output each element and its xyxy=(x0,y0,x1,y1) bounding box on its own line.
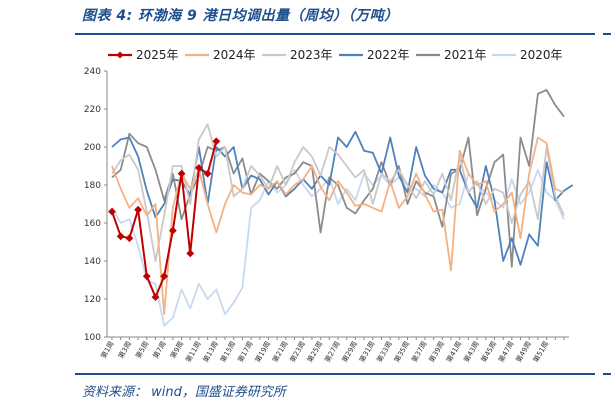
x-tick-label: 第47周 xyxy=(496,340,515,364)
data-point xyxy=(116,232,125,241)
legend-item: 2024年 xyxy=(185,48,256,62)
bottom-divider xyxy=(75,373,595,375)
legend-item: 2021年 xyxy=(416,48,487,62)
x-tick-label: 第37周 xyxy=(409,340,428,364)
x-tick-label: 第49周 xyxy=(514,340,533,364)
series-2025年 xyxy=(108,137,221,302)
bottom-divider-tick xyxy=(603,373,611,375)
legend-label: 2021年 xyxy=(444,48,487,62)
y-tick-label: 120 xyxy=(84,295,101,305)
x-tick-label: 第15周 xyxy=(218,340,237,364)
data-point xyxy=(160,272,169,281)
figure-title: 图表 4: 环渤海 9 港日均调出量（周均）（万吨） xyxy=(82,8,399,24)
series-line xyxy=(111,168,565,327)
data-point xyxy=(203,169,212,178)
legend-marker xyxy=(116,51,124,59)
x-tick-label: 第7周 xyxy=(151,340,168,360)
x-tick-label: 第27周 xyxy=(322,340,341,364)
x-tick-label: 第45周 xyxy=(479,340,498,364)
legend-label: 2020年 xyxy=(520,48,563,62)
series-line xyxy=(111,136,565,316)
series-line xyxy=(111,123,565,262)
top-divider-tick xyxy=(603,33,611,35)
x-tick-label: 第25周 xyxy=(305,340,324,364)
legend-item: 2022年 xyxy=(339,48,410,62)
x-tick-label: 第9周 xyxy=(168,340,185,360)
legend-label: 2024年 xyxy=(213,48,256,62)
data-point xyxy=(168,226,177,235)
x-tick-label: 第41周 xyxy=(444,340,463,364)
legend-item: 2023年 xyxy=(262,48,333,62)
x-tick-label: 第1周 xyxy=(99,340,116,360)
y-tick-label: 240 xyxy=(84,67,101,77)
chart-legend: 2025年 2024年 2023年 2022年 2021年 2020年 xyxy=(108,48,563,62)
data-point xyxy=(212,137,221,146)
x-tick-label: 第3周 xyxy=(116,340,133,360)
source-note: 资料来源： wind，国盛证券研究所 xyxy=(82,385,286,400)
series-2020年 xyxy=(111,168,565,327)
x-tick-label: 第11周 xyxy=(183,340,202,364)
data-point xyxy=(125,234,134,243)
x-tick-label: 第5周 xyxy=(133,340,150,360)
y-tick-label: 220 xyxy=(84,105,101,115)
x-tick-label: 第33周 xyxy=(375,340,394,364)
series-2024年 xyxy=(111,136,565,316)
data-point xyxy=(177,169,186,178)
x-tick-label: 第13周 xyxy=(201,340,220,364)
x-tick-label: 第23周 xyxy=(288,340,307,364)
legend-label: 2022年 xyxy=(367,48,410,62)
x-tick-label: 第21周 xyxy=(270,340,289,364)
x-tick-label: 第51周 xyxy=(531,340,550,364)
y-tick-label: 140 xyxy=(84,257,101,267)
x-tick-label: 第43周 xyxy=(462,340,481,364)
x-tick-label: 第19周 xyxy=(253,340,272,364)
x-tick-label: 第31周 xyxy=(357,340,376,364)
y-tick-label: 160 xyxy=(84,219,101,229)
legend-label: 2025年 xyxy=(136,48,179,62)
data-point xyxy=(108,207,116,216)
legend-item: 2020年 xyxy=(492,48,563,62)
data-point xyxy=(186,249,195,258)
series-2023年 xyxy=(111,123,565,262)
y-tick-label: 200 xyxy=(84,143,101,153)
y-tick-label: 180 xyxy=(84,181,101,191)
x-tick-label: 第35周 xyxy=(392,340,411,364)
data-point xyxy=(151,293,160,302)
legend-label: 2023年 xyxy=(290,48,333,62)
y-tick-label: 100 xyxy=(84,333,101,343)
legend-item: 2025年 xyxy=(108,48,179,62)
x-tick-label: 第39周 xyxy=(427,340,446,364)
top-divider xyxy=(75,33,595,35)
x-tick-label: 第29周 xyxy=(340,340,359,364)
x-tick-label: 第17周 xyxy=(236,340,255,364)
data-point xyxy=(142,272,151,281)
data-point xyxy=(134,205,142,214)
chart-series xyxy=(108,89,574,327)
data-point xyxy=(195,163,203,172)
